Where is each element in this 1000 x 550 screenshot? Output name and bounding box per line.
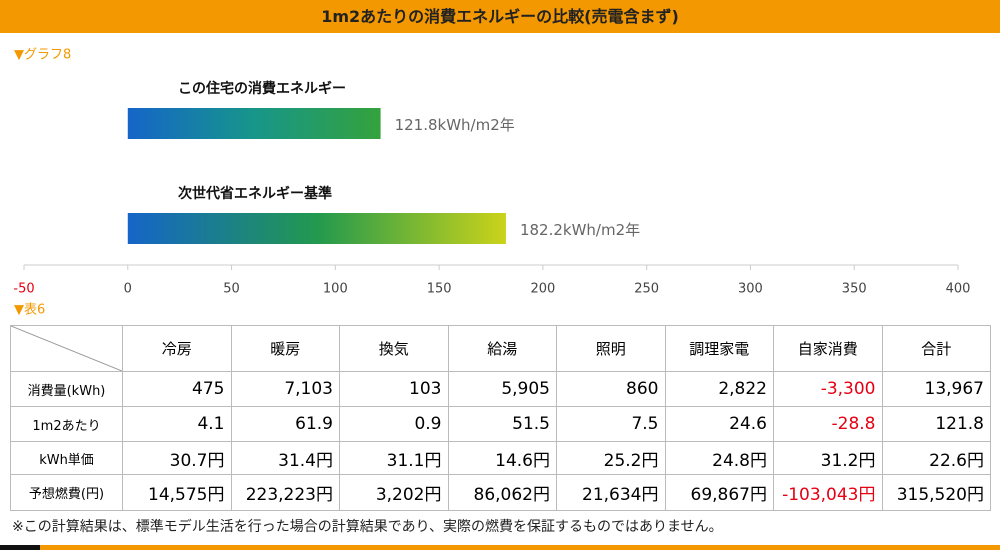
cell: -3,300 <box>773 371 883 407</box>
cell: 51.5 <box>447 406 557 442</box>
corner-cell <box>10 325 123 372</box>
table-row: 消費量(kWh) 475 7,103 103 5,905 860 2,822 -3,300 13… <box>10 371 991 407</box>
column-header: 自家消費 <box>773 325 883 372</box>
cell: 103 <box>339 371 449 407</box>
cell: 475 <box>122 371 232 407</box>
table-header: 冷房 暖房 換気 給湯 照明 調理家電 自家消費 合計 <box>10 325 991 372</box>
cell: 315,520円 <box>881 474 991 511</box>
cell: 22.6円 <box>881 441 991 475</box>
cell: 4.1 <box>122 406 232 442</box>
cell: 13,967 <box>881 371 991 407</box>
column-header: 照明 <box>556 325 666 372</box>
x-tick-label: 0 <box>124 282 132 297</box>
category-label: この住宅の消費エネルギー <box>178 80 346 97</box>
footnote: ※この計算結果は、標準モデル生活を行った場合の計算結果であり、実際の燃費を保証す… <box>12 519 723 535</box>
cell: 121.8 <box>881 406 991 442</box>
section-label: ▼グラフ8 <box>14 48 71 63</box>
cell: 14.6円 <box>447 441 557 475</box>
row-label: 消費量(kWh) <box>10 371 123 407</box>
x-tick-label: 250 <box>634 282 659 297</box>
value-label: 182.2kWh/m2年 <box>520 221 640 239</box>
cell: 24.6 <box>664 406 774 442</box>
cell: 31.4円 <box>230 441 340 475</box>
cell: 7,103 <box>230 371 340 407</box>
cell: 21,634円 <box>556 474 666 511</box>
cell: 24.8円 <box>664 441 774 475</box>
cell: 5,905 <box>447 371 557 407</box>
bottom-mark <box>0 545 40 550</box>
x-tick-label: 200 <box>530 282 555 297</box>
row-label: 予想燃費(円) <box>10 474 123 511</box>
table-row: kWh単価 30.7円 31.4円 31.1円 14.6円 25.2円 24.8円 31.2円… <box>10 441 991 475</box>
cell: 31.1円 <box>339 441 449 475</box>
bar <box>127 108 381 139</box>
cell: 0.9 <box>339 406 449 442</box>
x-tick-label: -50 <box>13 282 34 297</box>
cell: 14,575円 <box>122 474 232 511</box>
section-label: ▼表6 <box>14 303 45 318</box>
value-label: 121.8kWh/m2年 <box>395 116 515 134</box>
cell: 223,223円 <box>230 474 340 511</box>
cell: -103,043円 <box>773 474 883 511</box>
cell: -28.8 <box>773 406 883 442</box>
column-header: 合計 <box>881 325 991 372</box>
column-header: 暖房 <box>230 325 340 372</box>
cell: 2,822 <box>664 371 774 407</box>
cell: 69,867円 <box>664 474 774 511</box>
column-header: 冷房 <box>122 325 232 372</box>
cell: 25.2円 <box>556 441 666 475</box>
x-tick-label: 50 <box>223 282 240 297</box>
row-label: kWh単価 <box>10 441 123 475</box>
x-tick-label: 100 <box>323 282 348 297</box>
data-table: 冷房 暖房 換気 給湯 照明 調理家電 自家消費 合計 消費量(kWh) 475 7,103 103… <box>10 325 991 511</box>
cell: 31.2円 <box>773 441 883 475</box>
x-tick-label: 350 <box>842 282 867 297</box>
cell: 860 <box>556 371 666 407</box>
cell: 7.5 <box>556 406 666 442</box>
column-header: 換気 <box>339 325 449 372</box>
bottom-bar <box>0 545 1000 550</box>
x-tick-label: 400 <box>946 282 971 297</box>
column-header: 調理家電 <box>664 325 774 372</box>
cell: 3,202円 <box>339 474 449 511</box>
cell: 86,062円 <box>447 474 557 511</box>
bar <box>127 213 506 244</box>
diagonal <box>11 326 122 371</box>
x-tick-label: 150 <box>427 282 452 297</box>
cell: 30.7円 <box>122 441 232 475</box>
column-header: 給湯 <box>447 325 557 372</box>
chart: ▼グラフ8 ▼表6 -50 0 50 100 150 200 250 300 350 400 この住… <box>13 48 971 318</box>
table-row: 予想燃費(円) 14,575円 223,223円 3,202円 86,062円 21,63… <box>10 474 991 511</box>
table-row: 1m2あたり 4.1 61.9 0.9 51.5 7.5 24.6 -28.8 121.8 <box>10 406 991 442</box>
x-tick-label: 300 <box>738 282 763 297</box>
row-label: 1m2あたり <box>10 406 123 442</box>
category-label: 次世代省エネルギー基準 <box>178 185 332 202</box>
page-title: 1m2あたりの消費エネルギーの比較(売電含まず) <box>0 0 1000 33</box>
cell: 61.9 <box>230 406 340 442</box>
